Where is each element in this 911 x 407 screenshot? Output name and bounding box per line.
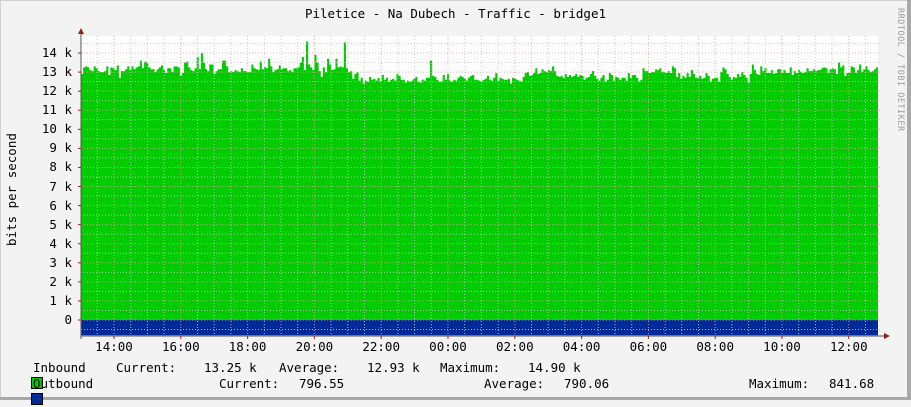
x-tick-label: 18:00 [228, 339, 267, 354]
inbound-swatch [31, 377, 44, 389]
legend-inbound-maximum: 14.90 k [528, 360, 581, 375]
y-tick-label: 13 k [41, 64, 72, 80]
legend-outbound-current-label: Current: [219, 376, 280, 391]
legend-inbound [16, 361, 48, 389]
y-tick-label: 11 k [41, 102, 72, 118]
y-tick-label: 14 k [41, 45, 72, 61]
y-tick-label: 10 k [41, 121, 72, 137]
x-tick-label: 16:00 [161, 339, 200, 354]
y-tick-label: 8 k [49, 159, 72, 175]
legend-outbound-current: 796.55 [299, 376, 345, 391]
x-tick-label: 22:00 [362, 339, 400, 354]
y-tick-label: 12 k [41, 83, 72, 99]
y-tick-label: 2 k [49, 273, 72, 289]
frame-right [907, 0, 911, 400]
rrdtool-watermark: RRDTOOL / TOBI OETIKER [895, 8, 905, 132]
legend-outbound-maximum: 841.68 [829, 376, 875, 391]
legend-inbound-label: Inbound [33, 360, 86, 375]
legend-outbound-average-label: Average: [484, 376, 545, 391]
x-tick-label: 14:00 [95, 339, 133, 354]
frame-left [0, 0, 1, 400]
legend-outbound-maximum-label: Maximum: [749, 376, 810, 391]
legend-inbound-current-label: Current: [116, 360, 177, 375]
legend-inbound-average: 12.93 k [367, 360, 420, 375]
y-tick-label: 5 k [49, 216, 72, 232]
outbound-swatch [31, 393, 44, 405]
chart-title: Piletice - Na Dubech - Traffic - bridge1 [304, 6, 607, 21]
y-tick-label: 1 k [49, 292, 72, 308]
legend-inbound-maximum-label: Maximum: [440, 360, 501, 375]
legend-inbound-average-label: Average: [279, 360, 340, 375]
legend-outbound-average: 790.06 [564, 376, 610, 391]
y-tick-label: 3 k [49, 254, 72, 270]
y-tick-label: 6 k [49, 197, 72, 213]
frame-top [0, 0, 911, 1]
y-tick-label: 9 k [49, 140, 72, 156]
x-tick-label: 00:00 [429, 339, 467, 354]
frame-bottom [0, 397, 911, 400]
x-tick-label: 02:00 [495, 339, 534, 354]
x-tick-label: 08:00 [696, 339, 734, 354]
legend-inbound-current: 13.25 k [204, 360, 257, 375]
y-tick-label: 7 k [49, 178, 72, 194]
x-tick-label: 04:00 [562, 339, 601, 354]
y-tick-label: 0 [64, 312, 72, 327]
x-tick-label: 06:00 [629, 339, 668, 354]
x-tick-label: 10:00 [763, 339, 801, 354]
x-tick-label: 20:00 [295, 339, 334, 354]
y-tick-label: 4 k [49, 235, 72, 251]
legend-outbound-label: Outbound [33, 376, 94, 391]
x-tick-label: 12:00 [829, 339, 868, 354]
